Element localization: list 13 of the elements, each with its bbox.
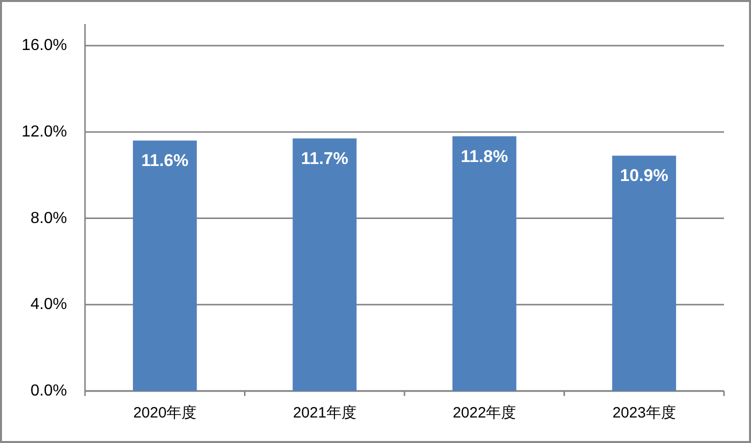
y-tick-label: 12.0%	[22, 123, 67, 140]
data-label: 11.8%	[460, 146, 508, 166]
data-label: 10.9%	[620, 166, 668, 186]
y-tick-label: 4.0%	[30, 296, 67, 314]
x-tick-label: 2021年度	[292, 404, 356, 422]
y-tick-label: 16.0%	[22, 37, 67, 54]
x-tick-label: 2022年度	[452, 404, 516, 422]
y-tick-label: 8.0%	[30, 210, 67, 227]
data-label: 11.6%	[141, 151, 189, 170]
data-label: 11.7%	[300, 148, 348, 168]
x-tick-label: 2023年度	[612, 404, 676, 422]
x-tick-label: 2020年度	[133, 404, 197, 422]
y-tick-label: 0.0%	[30, 382, 67, 400]
